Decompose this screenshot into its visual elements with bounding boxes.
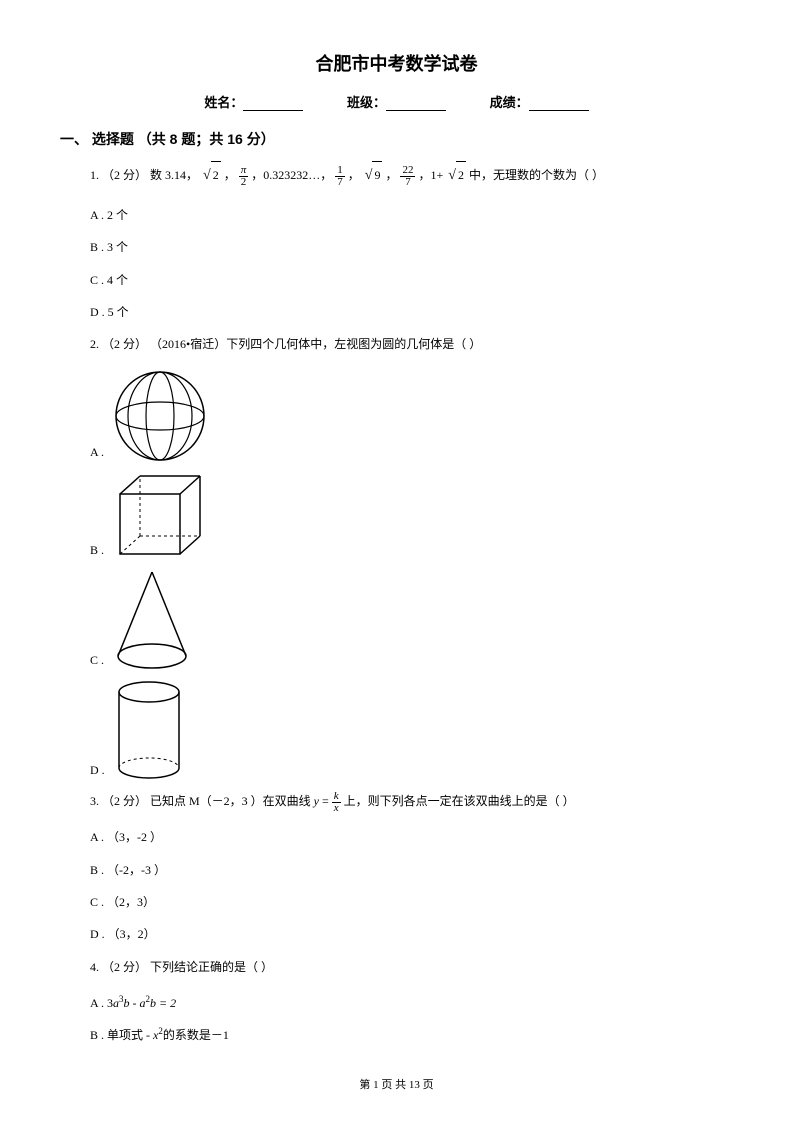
q3-text-2: 上，则下列各点一定在该双曲线上的是（ ） <box>344 794 575 808</box>
class-label: 班级： <box>347 95 386 110</box>
q1-sqrt9: 9 <box>363 161 383 192</box>
cone-icon <box>112 568 192 672</box>
name-blank <box>243 97 303 111</box>
q4a-mid: b - a <box>124 996 146 1010</box>
q4-option-a: A . 3a3b - a2b = 2 <box>90 990 733 1016</box>
section-1-header: 一、 选择题 （共 8 题；共 16 分） <box>60 129 733 149</box>
q1-option-d: D . 5 个 <box>90 299 733 325</box>
q4b-end: 的系数是－1 <box>163 1028 229 1042</box>
q1-text-5: ， <box>385 168 397 182</box>
q2-option-b: B . <box>90 470 733 562</box>
q1-text-2: ， <box>224 168 236 182</box>
question-2: 2. （2 分） （2016•宿迁）下列四个几何体中，左视图为圆的几何体是（ ） <box>90 331 733 357</box>
q4-option-b: B . 单项式 - x2的系数是－1 <box>90 1022 733 1048</box>
question-3: 3. （2 分） 已知点 M（－2，3 ）在双曲线 y = kx 上，则下列各点… <box>90 788 733 814</box>
q4a-end: b = 2 <box>150 996 176 1010</box>
q3-option-a: A . （3，-2 ） <box>90 824 733 850</box>
q1-option-a: A . 2 个 <box>90 202 733 228</box>
q1-text-3: ，0.323232…， <box>251 168 332 182</box>
q2-option-d: D . <box>90 678 733 782</box>
q2-option-c: C . <box>90 568 733 672</box>
sphere-icon <box>112 368 208 464</box>
question-4: 4. （2 分） 下列结论正确的是（ ） <box>90 954 733 980</box>
q2-opt-a-label: A . <box>90 445 104 464</box>
q2-opt-c-label: C . <box>90 653 104 672</box>
q1-frac-17: 17 <box>335 165 345 188</box>
q3-option-c: C . （2，3） <box>90 889 733 915</box>
q3-eq: = <box>319 794 332 808</box>
q1-option-c: C . 4 个 <box>90 267 733 293</box>
q3-frac-kx: kx <box>332 791 341 814</box>
name-label: 姓名： <box>204 95 243 110</box>
cube-icon <box>112 470 208 562</box>
q1-frac-pi2: π2 <box>239 165 249 188</box>
q1-text-6: ，1+ <box>418 168 446 182</box>
q1-text-1: 1. （2 分） 数 3.14， <box>90 168 198 182</box>
q1-frac-227: 227 <box>400 165 415 188</box>
q3-text-1: 3. （2 分） 已知点 M（－2，3 ）在双曲线 <box>90 794 311 808</box>
exam-title: 合肥市中考数学试卷 <box>60 50 733 76</box>
q1-option-b: B . 3 个 <box>90 234 733 260</box>
q2-opt-b-label: B . <box>90 543 104 562</box>
q2-option-a: A . <box>90 368 733 464</box>
q1-sqrt2: 2 <box>201 161 221 192</box>
q1-text-7: 中，无理数的个数为（ ） <box>469 168 604 182</box>
q3-option-d: D . （3，2） <box>90 921 733 947</box>
q1-sqrt2b: 2 <box>446 161 466 192</box>
page-footer: 第 1 页 共 13 页 <box>0 1076 793 1092</box>
q4b-1: B . 单项式 - <box>90 1028 153 1042</box>
question-1: 1. （2 分） 数 3.14， 2 ， π2 ，0.323232…， 17 ，… <box>90 161 733 192</box>
score-label: 成绩： <box>490 95 529 110</box>
q4a-1: A . 3 <box>90 996 113 1010</box>
q1-text-4: ， <box>348 168 360 182</box>
score-blank <box>529 97 589 111</box>
q3-option-b: B . （-2，-3 ） <box>90 857 733 883</box>
class-blank <box>386 97 446 111</box>
student-info-line: 姓名： 班级： 成绩： <box>60 92 733 111</box>
cylinder-icon <box>113 678 185 782</box>
q2-opt-d-label: D . <box>90 763 105 782</box>
